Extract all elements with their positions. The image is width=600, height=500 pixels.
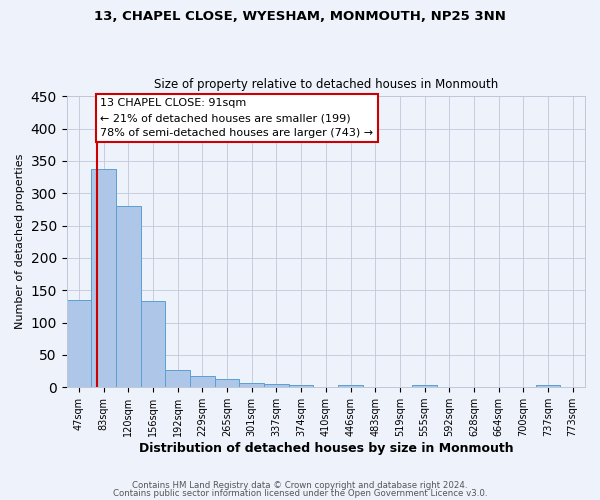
Text: Contains public sector information licensed under the Open Government Licence v3: Contains public sector information licen… — [113, 488, 487, 498]
Bar — [338, 386, 363, 387]
Y-axis label: Number of detached properties: Number of detached properties — [15, 154, 25, 330]
Title: Size of property relative to detached houses in Monmouth: Size of property relative to detached ho… — [154, 78, 498, 91]
Text: 13, CHAPEL CLOSE, WYESHAM, MONMOUTH, NP25 3NN: 13, CHAPEL CLOSE, WYESHAM, MONMOUTH, NP2… — [94, 10, 506, 23]
Bar — [264, 384, 289, 387]
Bar — [67, 300, 91, 387]
Text: Contains HM Land Registry data © Crown copyright and database right 2024.: Contains HM Land Registry data © Crown c… — [132, 481, 468, 490]
Bar — [536, 386, 560, 387]
Bar — [412, 386, 437, 387]
X-axis label: Distribution of detached houses by size in Monmouth: Distribution of detached houses by size … — [139, 442, 513, 455]
Bar — [116, 206, 141, 387]
Bar — [91, 170, 116, 387]
Bar — [239, 382, 264, 387]
Bar — [166, 370, 190, 387]
Bar — [289, 386, 313, 387]
Bar — [190, 376, 215, 387]
Bar — [141, 301, 166, 387]
Text: 13 CHAPEL CLOSE: 91sqm
← 21% of detached houses are smaller (199)
78% of semi-de: 13 CHAPEL CLOSE: 91sqm ← 21% of detached… — [100, 98, 373, 138]
Bar — [215, 379, 239, 387]
